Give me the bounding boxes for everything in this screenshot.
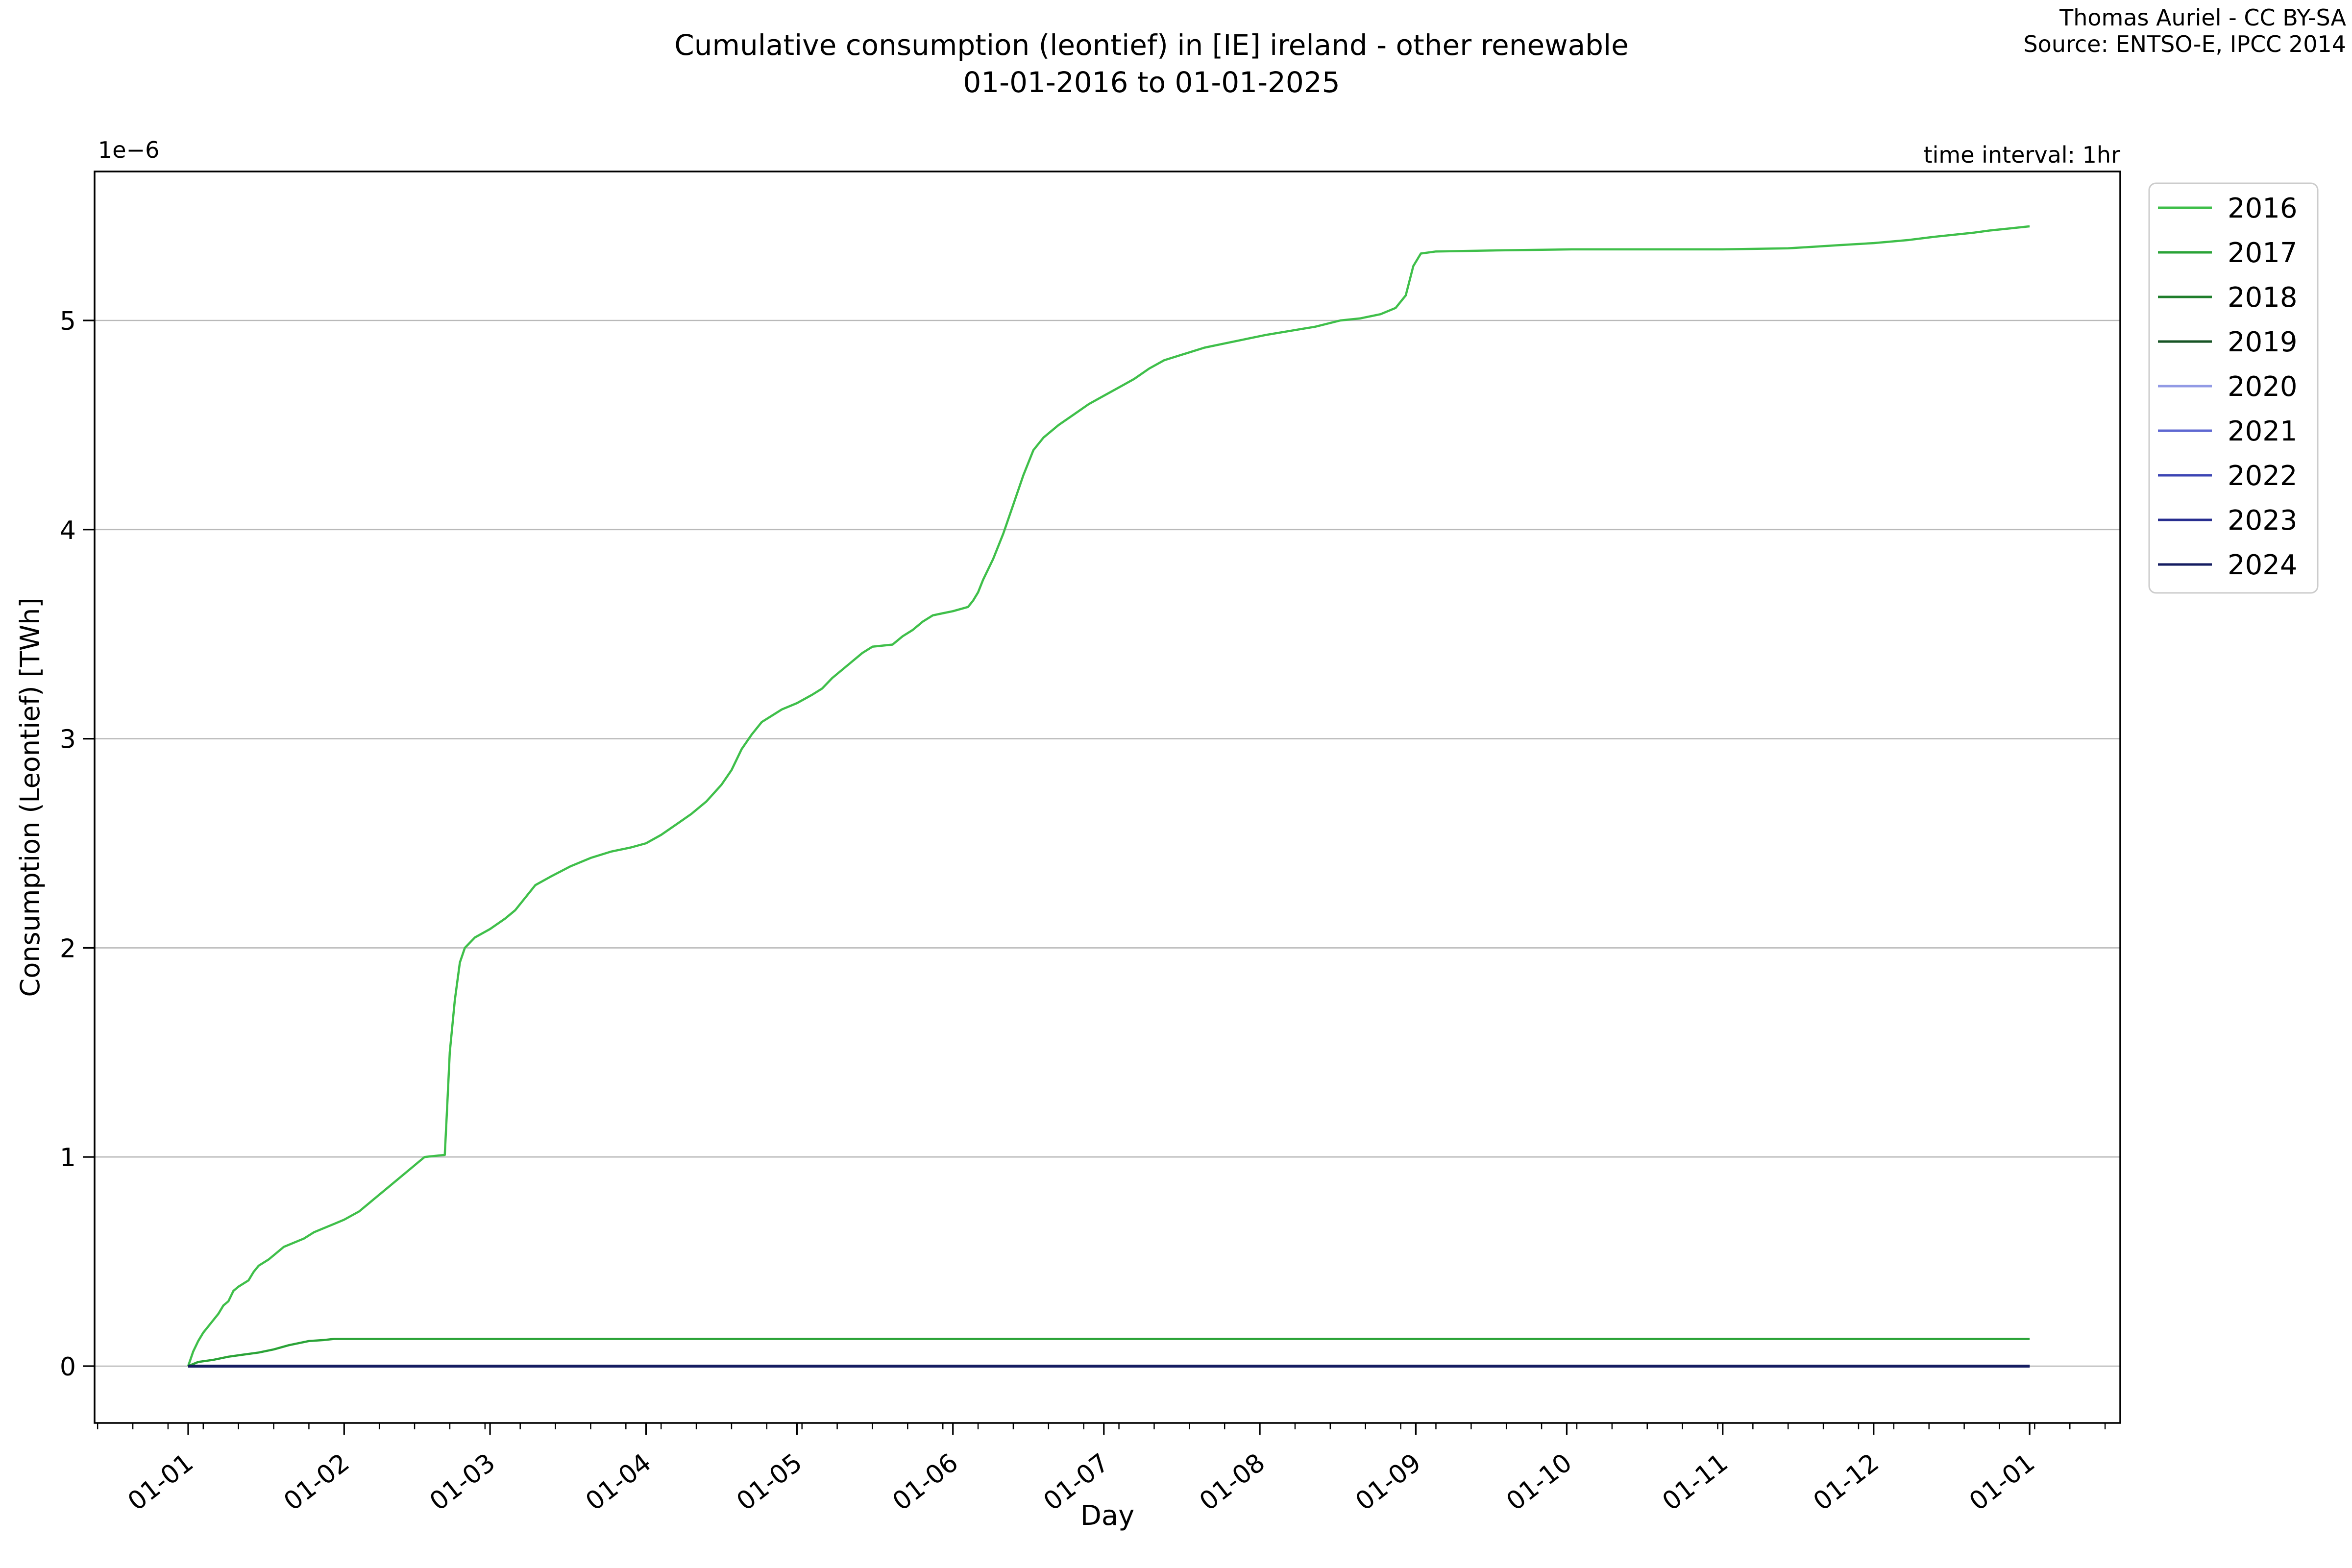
legend-label-2024: 2024	[2228, 549, 2298, 581]
y-tick-label-4: 4	[60, 516, 76, 545]
y-axis-label: Consumption (Leontief) [TWh]	[15, 598, 46, 997]
attribution-source: Source: ENTSO-E, IPCC 2014	[2023, 31, 2346, 57]
y-tick-label-2: 2	[60, 934, 76, 963]
axis-ticks	[83, 319, 2106, 1435]
y-tick-label-5: 5	[60, 307, 76, 336]
y-tick-label-3: 3	[60, 725, 76, 755]
legend-box: 2016 2017 2018 2019 2020 2021 2022 2023 2024	[2148, 182, 2319, 594]
x-axis-label: Day	[1080, 1500, 1135, 1532]
attribution-author: Thomas Auriel - CC BY-SA	[2059, 4, 2346, 31]
series-line-2017	[188, 1338, 2030, 1368]
legend-label-2021: 2021	[2228, 416, 2298, 447]
y-tick-label-1: 1	[60, 1143, 76, 1173]
legend-label-2016: 2016	[2228, 193, 2298, 224]
plot-border	[94, 171, 2121, 1424]
axes-spines	[94, 171, 2121, 1424]
legend-label-2017: 2017	[2228, 237, 2298, 269]
legend-label-2018: 2018	[2228, 282, 2298, 314]
series-line-2016	[187, 225, 2030, 1367]
legend-label-2022: 2022	[2228, 460, 2298, 492]
data-series-lines	[187, 225, 2030, 1368]
y-axis-offset-label: 1e−6	[98, 137, 159, 163]
chart-title-line2: 01-01-2016 to 01-01-2025	[963, 66, 1340, 99]
chart-title-line1: Cumulative consumption (leontief) in [IE…	[674, 28, 1629, 62]
y-tick-label-0: 0	[60, 1352, 76, 1382]
legend-label-2019: 2019	[2228, 326, 2298, 358]
legend-label-2020: 2020	[2228, 371, 2298, 403]
legend-frame	[2148, 182, 2319, 594]
legend-label-2023: 2023	[2228, 505, 2298, 537]
time-interval-note: time interval: 1hr	[1924, 142, 2120, 168]
